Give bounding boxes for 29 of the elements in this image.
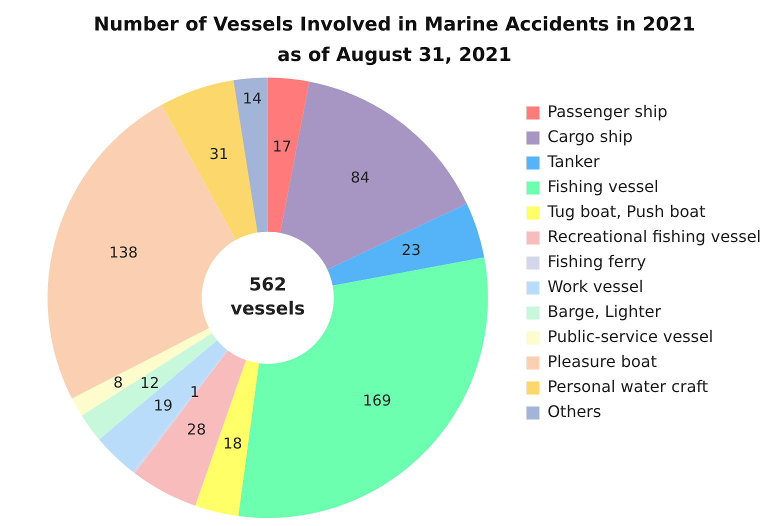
chart-subtitle: as of August 31, 2021: [277, 44, 512, 66]
legend-label: Public-service vessel: [547, 327, 714, 346]
legend-label: Passenger ship: [547, 102, 668, 122]
legend-label: Pleasure boat: [547, 352, 657, 372]
data-label: 138: [109, 244, 138, 262]
data-label: 23: [402, 241, 421, 260]
legend-label: Fishing vessel: [547, 177, 659, 196]
data-label: 31: [209, 144, 228, 163]
data-label: 12: [140, 374, 160, 392]
data-label: 8: [113, 373, 123, 392]
data-label: 1: [190, 382, 200, 401]
data-label: 19: [154, 396, 173, 414]
data-label: 14: [242, 90, 262, 108]
legend-label: Work vessel: [547, 277, 644, 296]
legend-label: Cargo ship: [547, 127, 633, 146]
text: 562 vessels: [230, 274, 305, 320]
data-label: 84: [350, 168, 370, 186]
legend-label: Barge, Lighter: [547, 302, 662, 322]
legend-label: Fishing ferry: [547, 252, 646, 272]
chart-title: Number of Vessels Involved in Marine Accidents in 2021: [94, 13, 696, 36]
data-label: 18: [223, 434, 242, 452]
data-label: 169: [362, 392, 392, 410]
legend-label: Others: [547, 402, 602, 422]
legend-label: Personal water craft: [547, 377, 708, 396]
legend-label: Recreational fishing vessel: [547, 227, 762, 246]
legend-label: Tug boat, Push boat: [546, 202, 706, 222]
data-label: 17: [272, 138, 292, 156]
data-label: 28: [186, 420, 206, 439]
legend-label: Tanker: [546, 152, 600, 172]
